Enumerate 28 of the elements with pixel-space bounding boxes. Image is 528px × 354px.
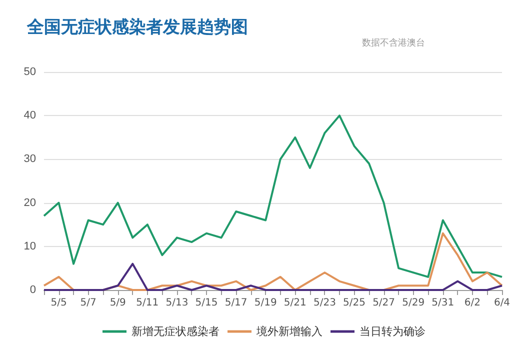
chart-title: 全国无症状感染者发展趋势图 <box>26 18 248 38</box>
x-tick-label: 5/29 <box>402 298 425 308</box>
x-tick-label: 5/7 <box>80 298 96 308</box>
x-tick-label: 5/27 <box>372 298 396 308</box>
y-tick-label: 0 <box>30 284 36 296</box>
x-tick-label: 5/31 <box>432 298 454 308</box>
text: 数据不含港澳台 <box>362 38 425 48</box>
y-tick-label: 20 <box>24 196 36 209</box>
y-tick-label: 10 <box>24 240 36 252</box>
x-tick-label: 5/25 <box>343 298 366 308</box>
x-tick-label: 6/4 <box>494 298 510 308</box>
x-tick-label: 5/15 <box>195 298 218 308</box>
x-tick-label: 5/21 <box>284 298 306 308</box>
x-tick-label: 5/23 <box>313 298 336 308</box>
legend-label: 当日转为确诊 <box>360 325 426 338</box>
x-tick-label: 5/5 <box>50 298 67 308</box>
x-tick-label: 5/13 <box>166 298 188 308</box>
y-tick-label: 50 <box>24 66 36 78</box>
x-tick-label: 6/2 <box>464 298 480 308</box>
x-tick-label: 5/17 <box>224 298 248 308</box>
x-tick-label: 5/9 <box>110 298 126 308</box>
legend-label: 新增无症状感染者 <box>132 325 220 338</box>
y-tick-label: 30 <box>24 153 36 166</box>
x-tick-label: 5/11 <box>136 298 159 308</box>
y-tick-label: 40 <box>24 110 36 122</box>
line-series <box>43 114 503 278</box>
legend-label: 境外新增输入 <box>256 325 322 338</box>
x-tick-label: 5/19 <box>254 298 277 308</box>
